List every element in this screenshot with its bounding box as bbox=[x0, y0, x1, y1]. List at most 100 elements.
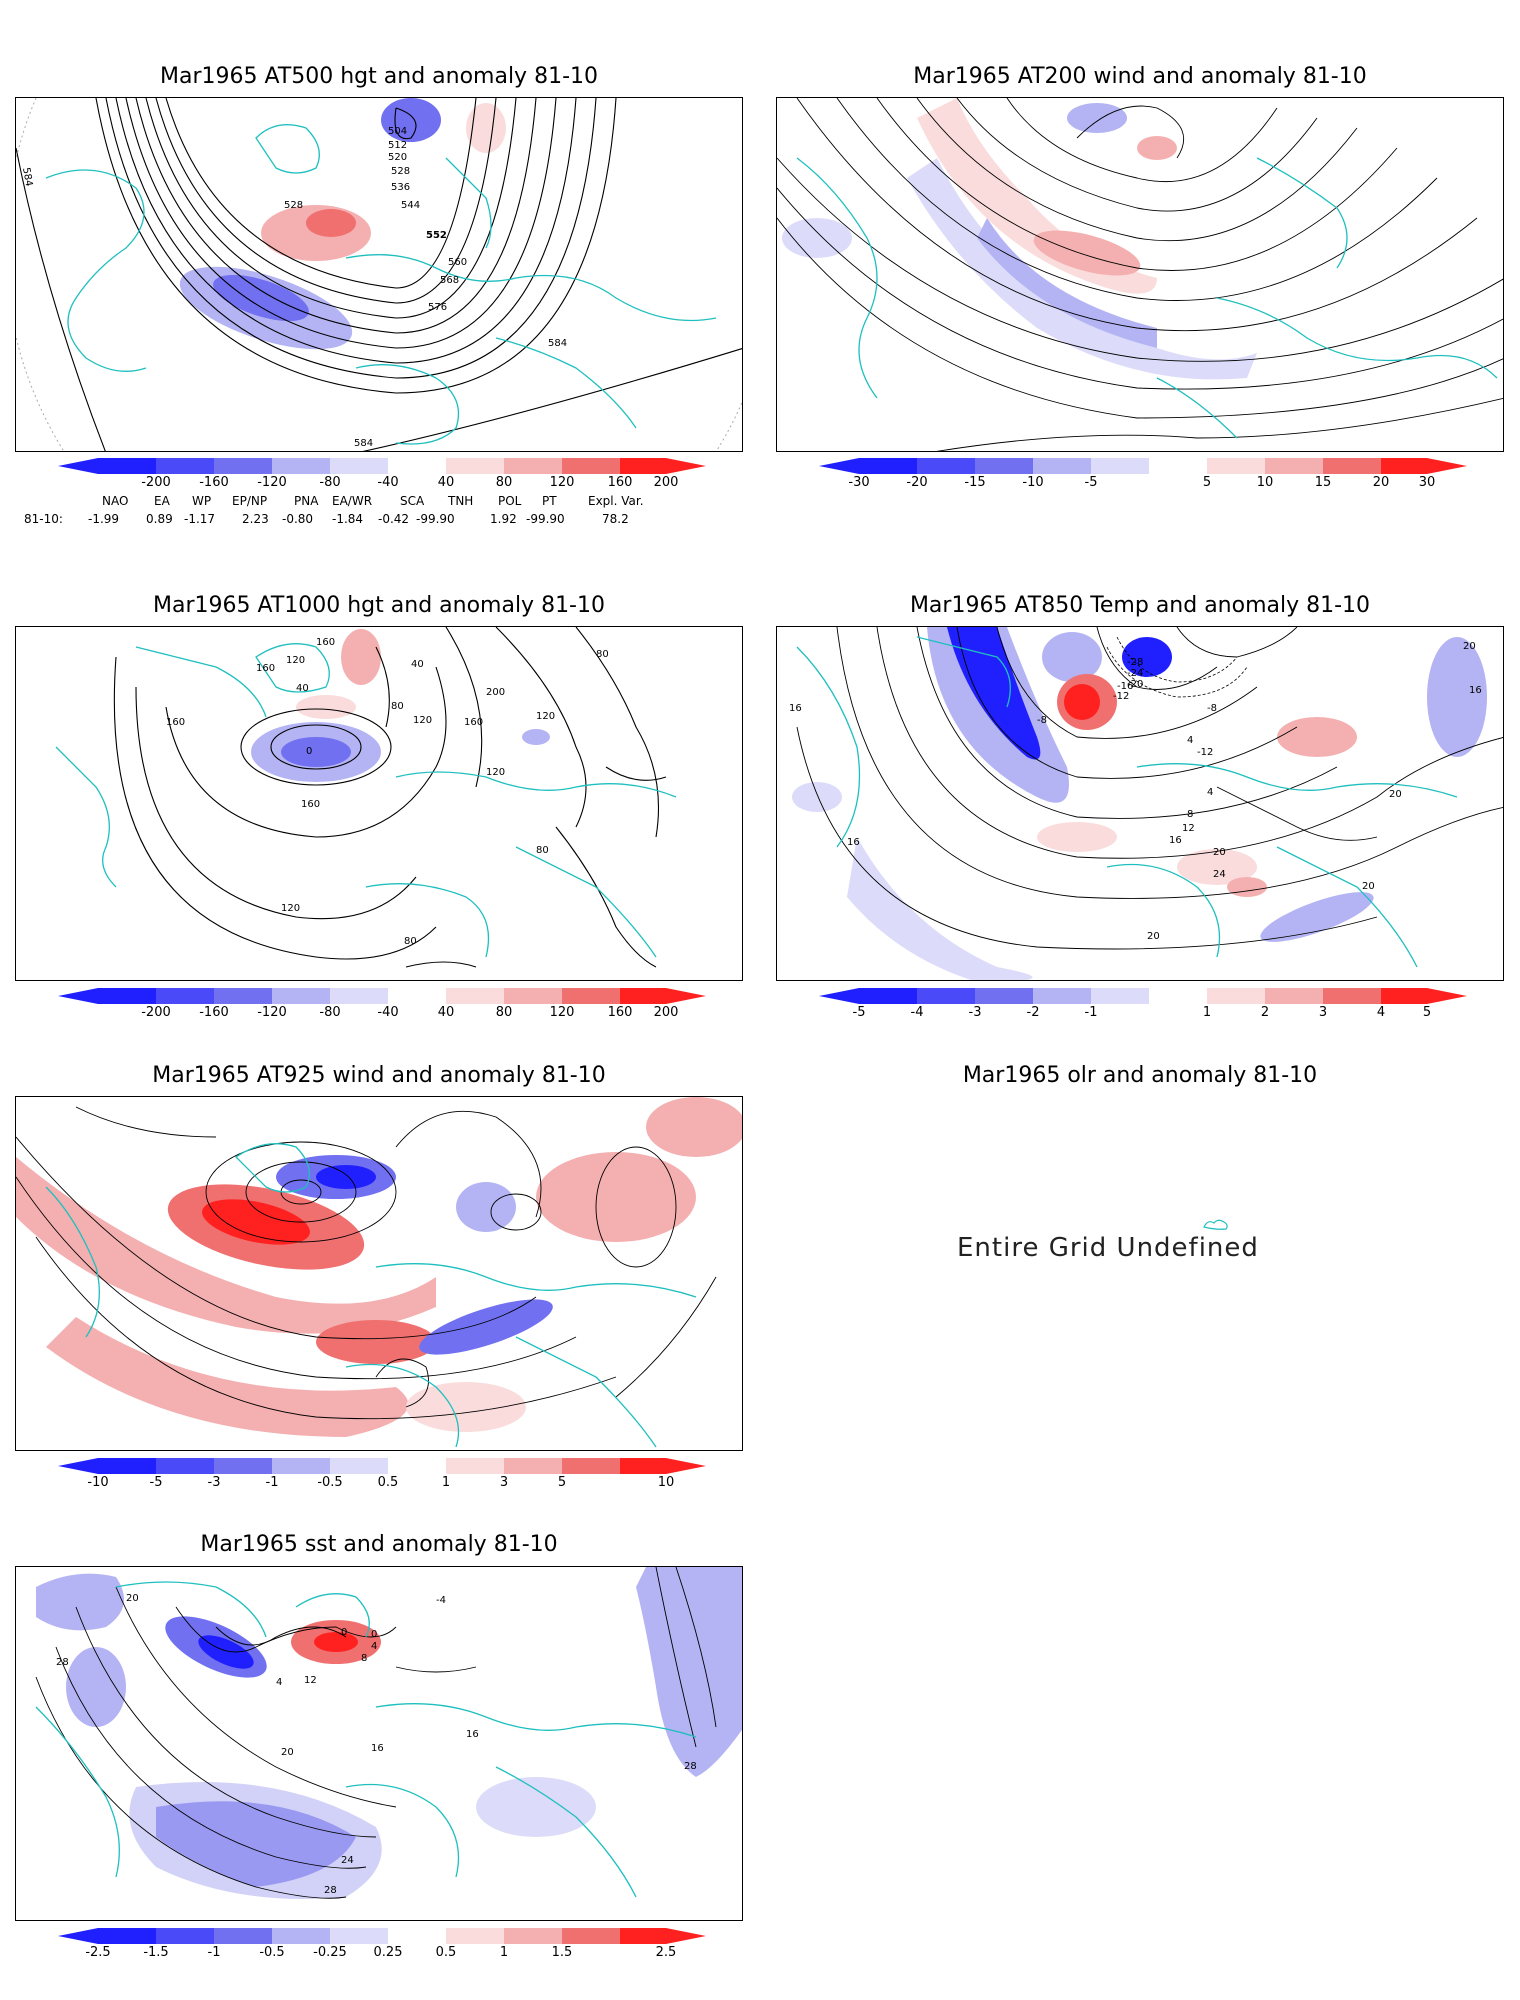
anomaly-negative-west bbox=[782, 218, 852, 258]
colorbar-tick: 40 bbox=[437, 1005, 455, 1020]
anomaly-positive-south bbox=[1177, 849, 1257, 885]
contour-label: 0 bbox=[371, 1629, 377, 1640]
contour-labels: 504 512 520 528 536 544 552 560 568 576 … bbox=[20, 126, 567, 449]
colorbar-tick: 1.5 bbox=[551, 1945, 573, 1960]
contour-label: 16 bbox=[1169, 835, 1182, 846]
panel-title-olr: Mar1965 olr and anomaly 81-10 bbox=[962, 1063, 1318, 1088]
index-value: -1.17 bbox=[184, 512, 216, 526]
map-at925-canvas bbox=[16, 1097, 742, 1448]
index-value: -99.90 bbox=[526, 512, 565, 526]
panel-title-at1000: Mar1965 AT1000 hgt and anomaly 81-10 bbox=[152, 593, 605, 618]
map-at850: -28 -24 -20 -12 -16 -8 -8 4 4 -12 8 12 1… bbox=[776, 626, 1504, 981]
anomaly-negative-southeast bbox=[1260, 892, 1374, 942]
anomaly-positive-south bbox=[46, 1317, 409, 1437]
colorbar-tick: -5 bbox=[1084, 475, 1098, 490]
colorbar-tick: -2 bbox=[1026, 1005, 1040, 1020]
contour-label: 80 bbox=[404, 936, 417, 947]
colorbar-tick: 5 bbox=[1422, 1005, 1432, 1020]
contour-label: 80 bbox=[596, 649, 609, 660]
contour-label: 80 bbox=[536, 845, 549, 856]
contour-label: 24 bbox=[341, 1855, 354, 1866]
map-at200 bbox=[776, 97, 1504, 452]
colorbar-tick: -0.5 bbox=[317, 1475, 343, 1490]
anomaly-positive-band bbox=[917, 98, 1157, 294]
contour-label: 4 bbox=[276, 1677, 282, 1688]
contour-label: 160 bbox=[464, 717, 483, 728]
anomaly-negative-core-2 bbox=[1122, 637, 1172, 677]
colorbar-tick: -80 bbox=[319, 1005, 341, 1020]
coastlines bbox=[35, 1581, 697, 1898]
anomaly-negative-core bbox=[316, 1165, 376, 1189]
map-at1000-canvas: 160 120 40 80 200 120 160 120 80 0 40 16… bbox=[55, 627, 677, 968]
colorbar-tick: 2.5 bbox=[655, 1945, 677, 1960]
height-contours bbox=[113, 627, 667, 968]
anomaly-negative-north bbox=[1042, 632, 1102, 682]
colorbar-tick: 0.25 bbox=[373, 1945, 403, 1960]
index-header: NAO bbox=[102, 494, 129, 508]
colorbar-tick: 1 bbox=[1202, 1005, 1212, 1020]
colorbar-at925: -10 -5 -3 -1 -0.5 0.5 1 3 5 10 bbox=[58, 1458, 706, 1490]
colorbar-tick: -40 bbox=[377, 475, 399, 490]
colorbar-tick: -3 bbox=[968, 1005, 982, 1020]
map-at200-canvas bbox=[777, 98, 1503, 451]
contour-label: 20 bbox=[1362, 881, 1375, 892]
contour-label: 528 bbox=[391, 166, 410, 177]
index-value: -1.84 bbox=[332, 512, 364, 526]
coastlines bbox=[796, 157, 1498, 439]
coastlines bbox=[55, 643, 677, 958]
colorbar-tick: 20 bbox=[1372, 475, 1390, 490]
coastlines bbox=[45, 124, 717, 445]
contour-label: 4 bbox=[1207, 787, 1213, 798]
index-value: 1.92 bbox=[490, 512, 517, 526]
colorbar-tick: -1 bbox=[207, 1945, 221, 1960]
index-row-label: 81-10: bbox=[24, 512, 63, 526]
index-value: 0.89 bbox=[146, 512, 173, 526]
colorbar-tick: 3 bbox=[499, 1475, 509, 1490]
anomaly-negative-west bbox=[66, 1647, 126, 1727]
index-header: PNA bbox=[294, 494, 319, 508]
colorbar-tick: -10 bbox=[1022, 475, 1044, 490]
contour-label: 504 bbox=[388, 126, 407, 137]
map-at500-canvas: 504 512 520 528 536 544 552 560 568 576 … bbox=[16, 98, 742, 451]
contour-label: -24 bbox=[1127, 668, 1143, 679]
contour-label: 528 bbox=[284, 200, 303, 211]
contour-labels: -28 -24 -20 -12 -16 -8 -8 4 4 -12 8 12 1… bbox=[789, 641, 1482, 942]
index-header: SCA bbox=[400, 494, 425, 508]
contour-label: 120 bbox=[413, 715, 432, 726]
colorbar-tick: -15 bbox=[964, 475, 986, 490]
contour-label: 552 bbox=[426, 230, 447, 241]
contour-label: 584 bbox=[20, 167, 34, 188]
contour-label: 20 bbox=[1147, 931, 1160, 942]
contour-label: -16 bbox=[1117, 681, 1133, 692]
map-at850-canvas: -28 -24 -20 -12 -16 -8 -8 4 4 -12 8 12 1… bbox=[789, 627, 1503, 980]
anomaly-positive-east bbox=[536, 1152, 696, 1242]
colorbar-tick: -10 bbox=[87, 1475, 109, 1490]
panel-title-at200: Mar1965 AT200 wind and anomaly 81-10 bbox=[913, 64, 1367, 89]
colorbar-tick: -80 bbox=[319, 475, 341, 490]
contour-label: 0 bbox=[341, 1627, 347, 1638]
colorbar-tick: -1.5 bbox=[143, 1945, 169, 1960]
map-at925 bbox=[15, 1096, 743, 1451]
colorbar-sst: -2.5 -1.5 -1 -0.5 -0.25 0.25 0.5 1 1.5 2… bbox=[58, 1928, 706, 1960]
index-value: -0.80 bbox=[282, 512, 314, 526]
colorbar-tick: 10 bbox=[657, 1475, 675, 1490]
contour-label: 560 bbox=[448, 257, 467, 268]
contour-label: 120 bbox=[536, 711, 555, 722]
temperature-contours bbox=[796, 627, 1503, 950]
colorbar-tick: 120 bbox=[549, 1005, 575, 1020]
colorbar-tick: 15 bbox=[1314, 475, 1332, 490]
colorbar-tick: 4 bbox=[1376, 1005, 1386, 1020]
contour-label: 8 bbox=[1187, 809, 1193, 820]
contour-labels: 20 28 0 0 4 8 12 4 -4 16 16 20 24 28 28 bbox=[56, 1593, 697, 1896]
contour-label: 0 bbox=[306, 746, 312, 757]
anomaly-negative-north bbox=[1067, 103, 1127, 133]
anomaly-negative-faint bbox=[476, 1777, 596, 1837]
colorbar-tick: -200 bbox=[141, 475, 171, 490]
contour-label: 16 bbox=[466, 1729, 479, 1740]
contour-label: 8 bbox=[361, 1653, 367, 1664]
anomaly-positive-faint bbox=[466, 103, 506, 153]
anomaly-negative-core bbox=[947, 627, 1041, 760]
contour-label: 512 bbox=[388, 140, 407, 151]
contour-label: 80 bbox=[391, 701, 404, 712]
panel-title-sst: Mar1965 sst and anomaly 81-10 bbox=[200, 1532, 558, 1557]
